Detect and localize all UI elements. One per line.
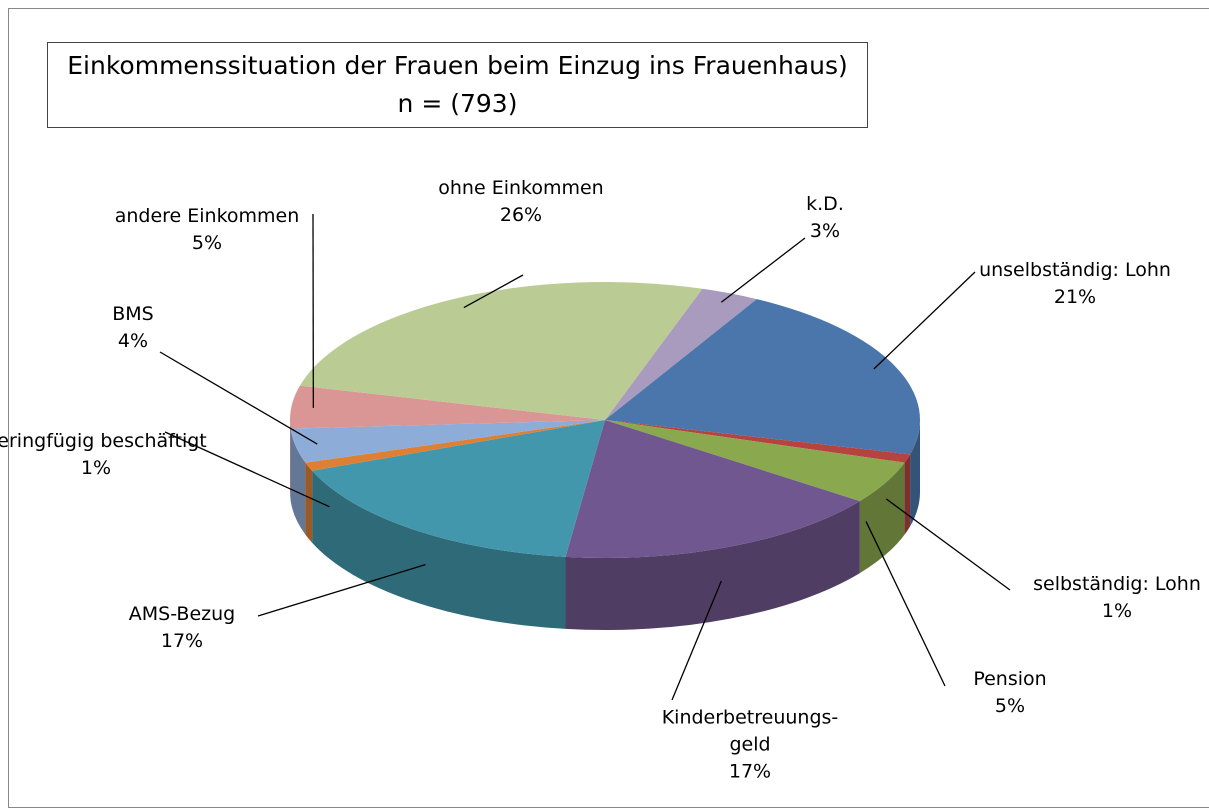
value-label: 3%: [806, 218, 844, 245]
category-label: ohne Einkommen: [438, 175, 603, 202]
category-label: geringfügig beschäftigt: [0, 428, 207, 455]
category-label: Pension: [973, 666, 1046, 693]
slice-side: [305, 463, 312, 543]
leader-line: [866, 521, 945, 686]
category-label: unselbständig: Lohn: [979, 257, 1171, 284]
leader-line: [874, 272, 975, 369]
category-label: BMS: [112, 301, 154, 328]
slice-side: [905, 454, 911, 534]
value-label: 17%: [107, 628, 257, 655]
leader-line: [721, 238, 805, 302]
value-label: 26%: [438, 202, 603, 229]
category-label: andere Einkommen: [115, 203, 300, 230]
category-label: k.D.: [806, 191, 844, 218]
value-label: 21%: [979, 284, 1171, 311]
category-label: Kinderbetreuungs-geld: [655, 705, 845, 759]
value-label: 1%: [0, 455, 207, 482]
category-label: selbständig: Lohn: [1033, 571, 1201, 598]
value-label: 5%: [115, 230, 300, 257]
category-label: AMS-Bezug: [107, 601, 257, 628]
value-label: 5%: [973, 693, 1046, 720]
value-label: 4%: [112, 328, 154, 355]
slice-label: k.D.3%: [806, 191, 844, 245]
value-label: 17%: [655, 759, 845, 786]
value-label: 1%: [1033, 598, 1201, 625]
leader-line: [886, 499, 1010, 590]
